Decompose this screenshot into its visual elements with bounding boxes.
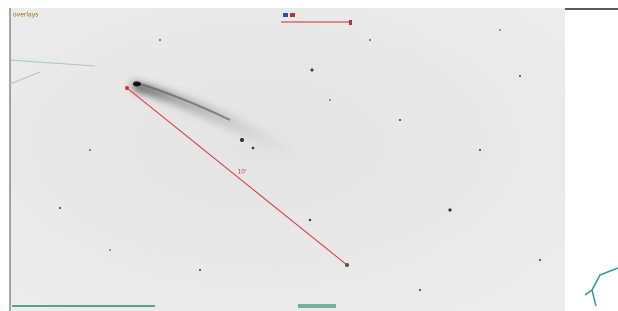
sky-viewer: 10' overlays: [0, 0, 618, 311]
comet-head: [133, 82, 141, 87]
coordinate-readout: [298, 304, 336, 308]
distance-label: 10': [237, 169, 247, 176]
scale-bar-end: [349, 20, 352, 25]
toolbar-icon[interactable]: [290, 13, 295, 17]
overlays-menu[interactable]: overlays: [13, 12, 38, 19]
toolbar-icon[interactable]: [283, 13, 288, 17]
page: 10' overlays (() => { const data = JSON.…: [0, 0, 618, 311]
distance-endpoint: [345, 263, 349, 267]
distance-endpoint: [125, 86, 129, 90]
